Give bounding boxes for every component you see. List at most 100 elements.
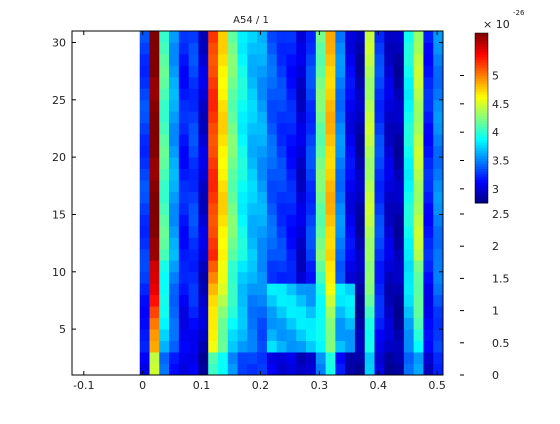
heatmap-cell [315,294,326,307]
heatmap-cell [335,317,346,330]
heatmap-cell [257,340,268,353]
heatmap-cell [286,271,297,284]
heatmap-cell [257,363,268,376]
heatmap-cell [266,363,278,376]
heatmap-cell [139,306,150,319]
heatmap-cell [384,225,395,238]
heatmap-cell [345,76,356,89]
heatmap-cell [169,42,180,55]
heatmap-cell [354,134,366,147]
heatmap-cell [139,363,150,376]
heatmap-cell [286,122,297,135]
heatmap-cell [306,271,317,284]
heatmap-cell [266,111,278,124]
heatmap-cell [296,214,307,227]
heatmap-cell [237,214,248,227]
heatmap-cell [217,225,229,238]
heatmap-cell [374,168,385,181]
heatmap-cell [276,260,287,273]
heatmap-cell [149,248,160,261]
heatmap-cell [364,340,375,353]
heatmap-cell [325,76,336,89]
heatmap-cell [247,65,258,78]
heatmap-cell [247,260,258,273]
heatmap-cell [394,340,405,353]
heatmap-cell [433,260,444,273]
heatmap-cell [286,145,297,158]
heatmap-cell [227,363,238,376]
heatmap-cell [169,88,180,101]
heatmap-cell [198,363,209,376]
heatmap-cell [423,317,434,330]
heatmap-cell [237,306,248,319]
heatmap-cell [227,352,238,364]
chart-title: A54 / 1 [233,15,269,26]
heatmap-cell [394,271,405,284]
heatmap-cell [354,363,366,376]
heatmap-cell [266,122,278,135]
heatmap-cell [374,99,385,112]
x-tick-label: 0.3 [311,379,329,392]
heatmap-cell [178,225,190,238]
heatmap-cell [315,88,326,101]
heatmap-cell [188,99,199,112]
heatmap-cell [354,88,366,101]
heatmap-cell [266,76,278,89]
heatmap-cell [169,317,180,330]
heatmap-cell [335,145,346,158]
heatmap-cell [364,363,375,376]
heatmap-cell [247,237,258,250]
heatmap-cell [149,99,160,112]
heatmap-cell [257,76,268,89]
heatmap-cell [394,203,405,215]
heatmap-cell [364,122,375,135]
heatmap-cell [364,157,375,169]
heatmap-cell [227,99,238,112]
heatmap-cell [335,180,346,192]
heatmap-cell [286,317,297,330]
heatmap-cell [345,317,356,330]
heatmap-cell [384,122,395,135]
heatmap-cell [394,306,405,319]
heatmap-cell [345,329,356,341]
heatmap-cell [188,122,199,135]
heatmap-cell [403,134,415,147]
heatmap-cell [178,65,190,78]
heatmap-cell [325,203,336,215]
heatmap-cell [208,203,219,215]
heatmap-cell [364,248,375,261]
heatmap-cell [345,122,356,135]
heatmap-cell [354,248,366,261]
heatmap-cell [384,306,395,319]
colorbar-exponent-label: × 10 [483,18,510,31]
heatmap-cell [286,42,297,55]
heatmap-cell [198,191,209,204]
heatmap-cell [384,76,395,89]
heatmap-cell [345,225,356,238]
heatmap-cell [345,134,356,147]
colorbar-segment [475,102,488,106]
heatmap-cell [247,352,258,364]
heatmap-cell [433,225,444,238]
heatmap-cell [296,191,307,204]
heatmap-cell [413,248,424,261]
heatmap-cell [433,157,444,169]
heatmap-cell [433,88,444,101]
heatmap-cell [247,317,258,330]
heatmap-cell [178,214,190,227]
heatmap-cell [139,180,150,192]
heatmap-cell [394,76,405,89]
heatmap-cell [217,111,229,124]
heatmap-cell [423,260,434,273]
heatmap-cell [257,31,268,43]
heatmap-cell [227,157,238,169]
heatmap-cell [325,191,336,204]
heatmap-cell [217,134,229,147]
heatmap-cell [159,329,170,341]
heatmap-cell [198,42,209,55]
heatmap-cell [257,283,268,296]
heatmap-cell [296,352,307,364]
heatmap-cell [335,237,346,250]
heatmap-cell [208,317,219,330]
heatmap-cell [266,157,278,169]
